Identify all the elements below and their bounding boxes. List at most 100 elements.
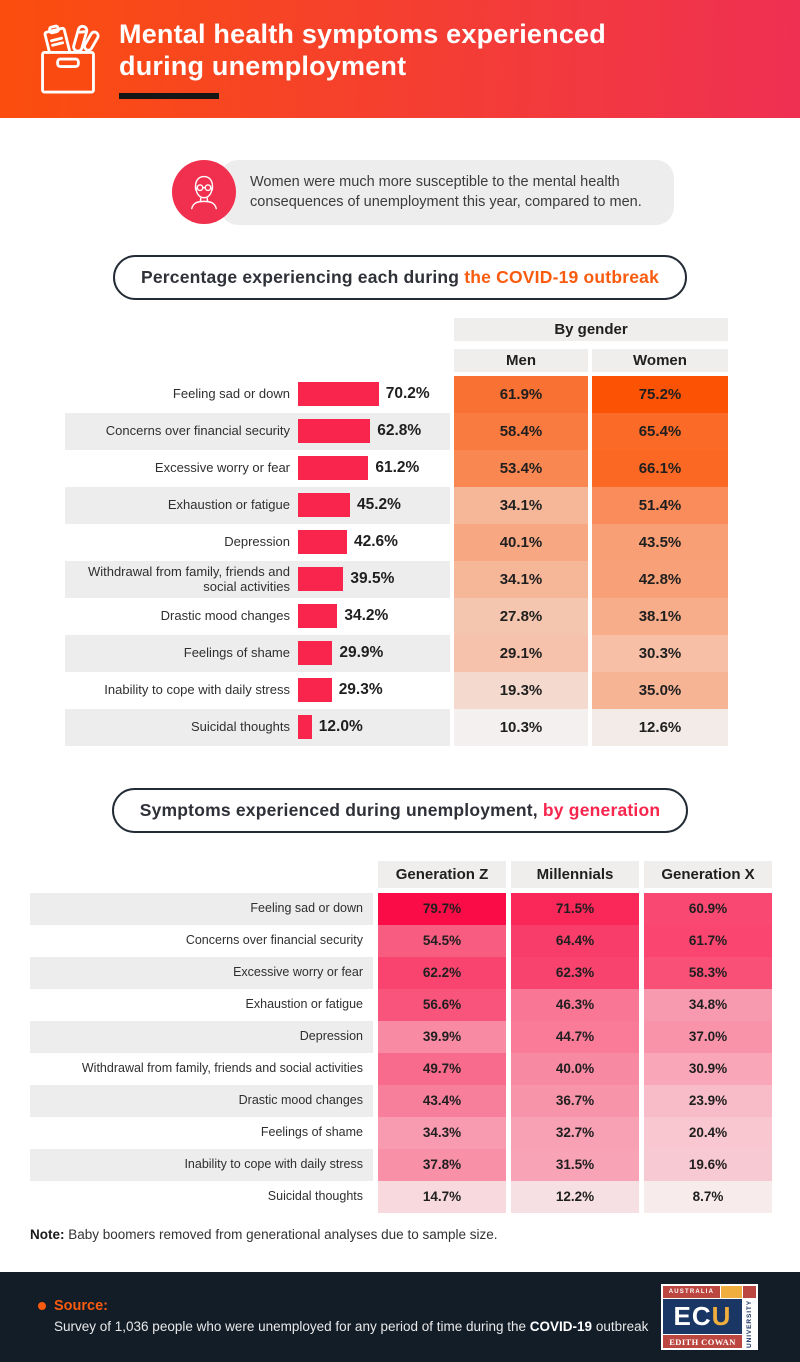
callout-bubble: Women were much more susceptible to the …	[220, 160, 674, 225]
symptom-row-label: Withdrawal from family, friends and soci…	[81, 1061, 363, 1076]
bar-area: 39.5%	[298, 567, 450, 592]
bar-value-label: 29.9%	[339, 644, 384, 662]
column-header-generation-z: Generation Z	[378, 860, 506, 888]
generation-value-cell: 58.3%	[644, 956, 772, 989]
symptom-row-label: Inability to cope with daily stress	[30, 1148, 373, 1181]
page-title-line2: during unemployment	[119, 50, 407, 81]
generation-value-cell: 34.3%	[378, 1116, 506, 1149]
gender-value-cell: 53.4%	[454, 449, 588, 487]
note: Note: Baby boomers removed from generati…	[30, 1227, 800, 1242]
generation-value-cell: 37.0%	[644, 1020, 772, 1053]
generation-value-cell: 12.2%	[511, 1180, 639, 1213]
column-header-generation-x: Generation X	[644, 860, 772, 888]
generation-value-cell: 23.9%	[644, 1084, 772, 1117]
source-head: Source:	[38, 1298, 648, 1314]
gender-table: By gender Men Women Feeling sad or down 7…	[65, 317, 728, 746]
symptom-row-label: Feelings of shame	[260, 1125, 363, 1140]
generation-section-title: Symptoms experienced during unemployment…	[111, 787, 689, 833]
generation-value-cell: 34.8%	[644, 988, 772, 1021]
source-block: Source: Survey of 1,036 people who were …	[38, 1298, 648, 1336]
bar-area: 70.2%	[298, 382, 450, 407]
symptom-row-label: Exhaustion or fatigue	[245, 997, 363, 1012]
symptom-row-label: Excessive worry or fear	[30, 956, 373, 989]
gender-value-cell: 10.3%	[454, 708, 588, 746]
gender-value-cell: 51.4%	[592, 486, 728, 524]
symptom-label-text: Suicidal thoughts	[190, 719, 290, 735]
gender-value-cell: 12.6%	[592, 708, 728, 746]
note-label: Note:	[30, 1226, 65, 1242]
bar-value-label: 39.5%	[350, 570, 395, 588]
gender-value-cell: 66.1%	[592, 449, 728, 487]
generation-value-cell: 71.5%	[511, 892, 639, 925]
generation-value-cell: 62.2%	[378, 956, 506, 989]
bar	[298, 382, 379, 407]
gender-value-cell: 35.0%	[592, 671, 728, 709]
generation-value-cell: 60.9%	[644, 892, 772, 925]
symptom-label-text: Drastic mood changes	[160, 608, 290, 624]
generation-section-title-accent: by generation	[542, 799, 661, 820]
column-header-men: Men	[454, 348, 588, 372]
bar-value-label: 62.8%	[377, 422, 422, 440]
bar-area: 29.3%	[298, 678, 450, 703]
gender-value-cell: 42.8%	[592, 560, 728, 598]
gender-value-cell: 58.4%	[454, 412, 588, 450]
symptom-label-text: Excessive worry or fear	[154, 460, 290, 476]
gender-value-cell: 61.9%	[454, 375, 588, 413]
generation-value-cell: 40.0%	[511, 1052, 639, 1085]
generation-value-cell: 64.4%	[511, 924, 639, 957]
spacer-cell	[65, 349, 450, 376]
bar-area: 34.2%	[298, 604, 450, 629]
symptom-label-text: Feeling sad or down	[172, 386, 290, 402]
symptom-row-label: Feeling sad or down 70.2%	[65, 376, 450, 413]
gender-value-cell: 65.4%	[592, 412, 728, 450]
source-text: Survey of 1,036 people who were unemploy…	[54, 1318, 648, 1336]
note-text: Baby boomers removed from generational a…	[64, 1226, 498, 1242]
generation-value-cell: 37.8%	[378, 1148, 506, 1181]
source-text-bold: COVID-19	[529, 1318, 593, 1334]
symptom-row-label: Exhaustion or fatigue 45.2%	[65, 486, 450, 524]
generation-value-cell: 20.4%	[644, 1116, 772, 1149]
generation-table: Generation Z Millennials Generation X Fe…	[30, 860, 772, 1213]
column-header-women: Women	[592, 348, 728, 372]
woman-face-icon	[172, 160, 236, 225]
bar-value-label: 29.3%	[338, 681, 383, 699]
group-header-wrap: By gender	[454, 317, 728, 349]
ecu-letter: U	[711, 1301, 732, 1331]
bar	[298, 493, 350, 518]
generation-value-cell: 36.7%	[511, 1084, 639, 1117]
bar-area: 29.9%	[298, 641, 450, 666]
bar	[298, 567, 344, 592]
symptom-row-label: Concerns over financial security	[185, 933, 363, 948]
bar	[298, 715, 312, 740]
symptom-row-label: Feelings of shame 29.9%	[65, 634, 450, 672]
header-band: Mental health symptoms experienced durin…	[0, 0, 800, 118]
group-header: By gender	[454, 317, 728, 341]
spacer-cell	[30, 861, 373, 893]
millennials-header-wrap: Millennials	[511, 860, 639, 893]
footer: Source: Survey of 1,036 people who were …	[0, 1272, 800, 1362]
generation-value-cell: 32.7%	[511, 1116, 639, 1149]
bar-value-label: 12.0%	[318, 718, 363, 736]
generation-value-cell: 79.7%	[378, 892, 506, 925]
genx-header-wrap: Generation X	[644, 860, 772, 893]
symptom-row-label: Depression	[30, 1020, 373, 1053]
page-title: Mental health symptoms experienced durin…	[119, 19, 606, 83]
symptom-label-text: Depression	[224, 534, 290, 550]
ecu-letter: C	[691, 1301, 712, 1331]
generation-value-cell: 54.5%	[378, 924, 506, 957]
gender-value-cell: 34.1%	[454, 486, 588, 524]
gender-value-cell: 40.1%	[454, 523, 588, 561]
generation-value-cell: 44.7%	[511, 1020, 639, 1053]
generation-value-cell: 49.7%	[378, 1052, 506, 1085]
callout-text: Women were much more susceptible to the …	[250, 174, 642, 211]
generation-section-title-plain: Symptoms experienced during unemployment…	[139, 799, 543, 820]
gender-value-cell: 27.8%	[454, 597, 588, 635]
gender-value-cell: 30.3%	[592, 634, 728, 672]
generation-value-cell: 30.9%	[644, 1052, 772, 1085]
generation-value-cell: 19.6%	[644, 1148, 772, 1181]
bar-value-label: 34.2%	[344, 607, 389, 625]
ecu-australia-label: AUSTRALIA	[663, 1286, 720, 1298]
generation-value-cell: 31.5%	[511, 1148, 639, 1181]
